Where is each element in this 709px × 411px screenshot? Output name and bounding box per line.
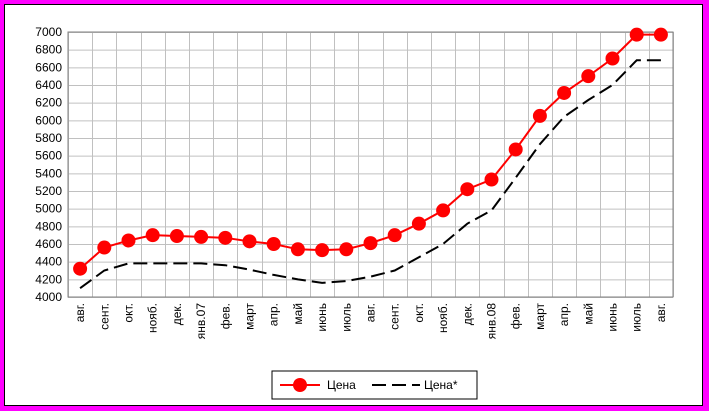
x-tick-label: окт. — [412, 303, 426, 323]
y-tick-label: 5600 — [35, 149, 62, 163]
data-point-price — [194, 229, 209, 244]
data-point-price — [242, 234, 257, 249]
legend-label-price: Цена — [327, 378, 356, 392]
x-tick-label: май — [291, 303, 305, 325]
x-axis-ticks: авг. сент. окт. нояб. дек. янв.07 фев. март апр.… — [73, 303, 668, 340]
x-tick-label: янв.08 — [485, 303, 499, 340]
data-point-price — [653, 27, 668, 42]
x-tick-label: май — [581, 303, 595, 325]
x-tick-label: авг. — [654, 303, 668, 322]
y-tick-label: 5400 — [35, 166, 62, 180]
x-tick-label: сент. — [97, 303, 111, 330]
data-point-price — [629, 27, 644, 42]
x-tick-label: апр. — [557, 303, 571, 326]
data-point-price — [605, 51, 620, 66]
data-point-price — [218, 230, 233, 245]
data-point-price — [339, 242, 354, 257]
x-tick-label: дек. — [170, 303, 184, 325]
data-point-price — [460, 182, 475, 197]
y-tick-label: 4200 — [35, 272, 62, 286]
series-line-price-star — [79, 59, 661, 289]
y-tick-label: 4000 — [35, 290, 62, 304]
x-tick-label: фев. — [218, 303, 232, 329]
x-tick-label: окт. — [122, 303, 136, 323]
y-tick-label: 5800 — [35, 131, 62, 145]
y-tick-label: 4600 — [35, 237, 62, 251]
data-point-price — [411, 216, 426, 231]
data-point-price — [436, 203, 451, 218]
y-tick-label: 6400 — [35, 78, 62, 92]
y-tick-label: 7000 — [35, 25, 62, 39]
series-line-price — [79, 33, 661, 270]
data-point-price — [508, 142, 523, 157]
x-tick-label: янв.07 — [194, 303, 208, 340]
data-point-price — [484, 172, 499, 187]
chart-svg: 4000 4200 4400 4600 4800 5000 5200 5400 5600 5800… — [35, 25, 674, 400]
data-point-price — [121, 233, 136, 248]
data-point-price — [266, 237, 281, 251]
x-tick-label: март — [533, 303, 547, 330]
data-point-price — [73, 261, 88, 276]
data-point-price — [315, 243, 330, 258]
legend-label-price-star: Цена* — [424, 378, 458, 392]
data-point-price — [363, 236, 378, 251]
y-axis-ticks: 4000 4200 4400 4600 4800 5000 5200 5400 5600 5800… — [35, 25, 62, 304]
data-point-price — [387, 228, 402, 243]
data-point-price — [97, 240, 112, 255]
x-tick-label: нояб. — [146, 303, 160, 333]
legend-marker-price — [293, 378, 307, 392]
y-tick-label: 4400 — [35, 255, 62, 269]
chart-frame: 4000 4200 4400 4600 4800 5000 5200 5400 5600 5800… — [4, 4, 703, 406]
x-tick-label: апр. — [267, 303, 281, 326]
y-tick-label: 4800 — [35, 219, 62, 233]
x-tick-label: фев. — [509, 303, 523, 329]
data-point-price — [145, 228, 160, 243]
series — [73, 27, 668, 289]
x-tick-label: март — [243, 303, 257, 330]
y-tick-label: 5000 — [35, 202, 62, 216]
x-tick-label: июль — [339, 303, 353, 332]
x-tick-label: авг. — [73, 303, 87, 322]
x-tick-label: сент. — [388, 303, 402, 330]
y-tick-label: 6600 — [35, 60, 62, 74]
y-tick-label: 6000 — [35, 113, 62, 127]
data-point-price — [581, 69, 596, 84]
data-point-price — [532, 108, 547, 123]
x-tick-label: июль — [630, 303, 644, 332]
x-tick-label: дек. — [460, 303, 474, 325]
plot-area — [67, 31, 674, 298]
grid — [68, 32, 674, 298]
x-tick-label: авг. — [364, 303, 378, 322]
y-tick-label: 5200 — [35, 184, 62, 198]
x-tick-label: июнь — [315, 303, 329, 332]
data-point-price — [169, 229, 184, 244]
y-tick-label: 6200 — [35, 96, 62, 110]
data-point-price — [290, 242, 305, 257]
legend: Цена Цена* — [271, 370, 478, 400]
x-tick-label: нояб. — [436, 303, 450, 333]
y-tick-label: 6800 — [35, 43, 62, 57]
data-point-price — [557, 85, 572, 100]
x-tick-label: июнь — [606, 303, 620, 332]
